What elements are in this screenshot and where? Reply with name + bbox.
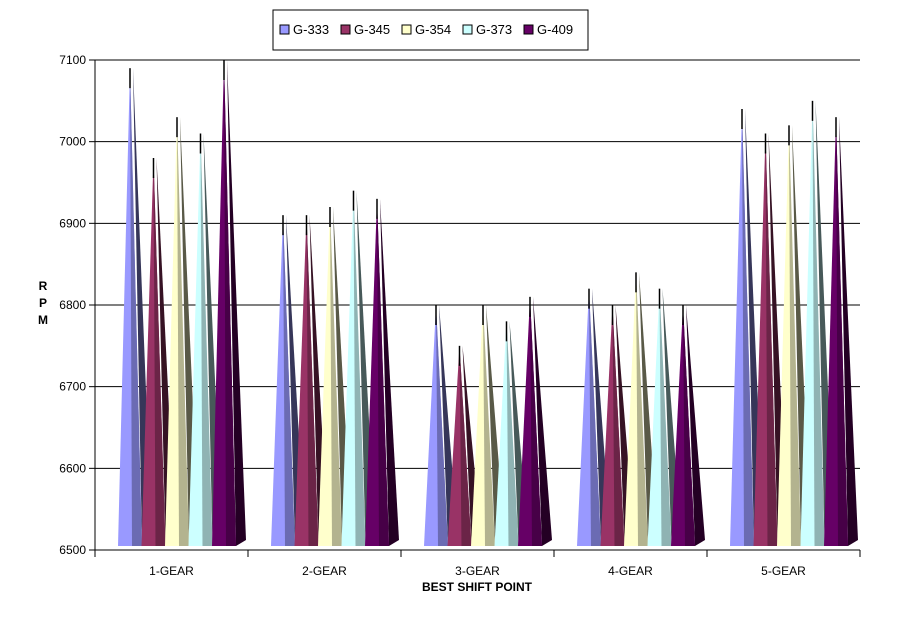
pyramid-bar [518, 296, 552, 546]
pyramid-shaded-face [353, 190, 366, 546]
axes: 6500 6600 6700 6800 6900 7000 7100 1-GEAR 2-GEAR… [59, 53, 861, 578]
y-tick-label: 6500 [59, 543, 86, 557]
y-tick-label: 7100 [59, 53, 86, 67]
pyramid-shaded-face [589, 288, 601, 546]
x-tick-label: 5-GEAR [761, 564, 806, 578]
pyramid-shaded-face [130, 68, 142, 547]
bars [118, 60, 858, 547]
y-tick-label: 7000 [59, 135, 86, 149]
pyramid-shaded-face [742, 109, 754, 546]
pyramid-shaded-face [330, 207, 342, 546]
y-tick-label: 6800 [59, 298, 86, 312]
pyramid-shaded-face [459, 345, 472, 546]
pyramid-bar [671, 305, 705, 546]
legend-label: G-373 [476, 22, 512, 37]
legend-swatch [340, 24, 351, 35]
pyramid-shaded-face [436, 305, 448, 546]
pyramid-shaded-face [200, 133, 213, 546]
pyramid-shaded-face [765, 133, 778, 546]
pyramid-shaded-face [506, 321, 519, 546]
pyramid-side-face [380, 198, 399, 547]
pyramid-bar [212, 60, 246, 546]
pyramid-side-face [839, 117, 858, 547]
legend-swatch [279, 24, 290, 35]
legend-label: G-354 [415, 22, 451, 37]
pyramid-shaded-face [683, 305, 695, 546]
pyramid-shaded-face [530, 296, 542, 546]
legend-label: G-345 [354, 22, 390, 37]
y-axis-label-p: P [39, 296, 47, 310]
pyramid-bar [365, 198, 399, 547]
legend-label: G-333 [293, 22, 329, 37]
pyramid-shaded-face [659, 288, 672, 546]
pyramid-shaded-face [812, 100, 825, 546]
pyramid-shaded-face [377, 198, 389, 547]
legend-swatch [523, 24, 534, 35]
legend-label: G-409 [537, 22, 573, 37]
x-tick-label: 1-GEAR [149, 564, 194, 578]
pyramid-side-face [533, 296, 552, 546]
pyramid-shaded-face [153, 158, 166, 546]
legend-box [272, 9, 589, 51]
y-tick-label: 6700 [59, 380, 86, 394]
pyramid-bar [730, 109, 764, 546]
pyramid-shaded-face [224, 60, 236, 546]
legend-swatch [401, 24, 412, 35]
pyramid-shaded-face [612, 305, 625, 546]
y-axis-label-m: M [38, 313, 48, 327]
pyramid-shaded-face [483, 305, 495, 546]
x-axis-title: BEST SHIFT POINT [422, 580, 533, 594]
pyramid-shaded-face [836, 117, 848, 547]
pyramid-side-face [227, 60, 246, 546]
pyramid-shaded-face [177, 117, 189, 547]
x-tick-label: 4-GEAR [608, 564, 653, 578]
pyramid-bar [318, 207, 352, 546]
pyramid-shaded-face [306, 215, 319, 546]
x-tick-label: 2-GEAR [302, 564, 347, 578]
y-tick-label: 6600 [59, 461, 86, 475]
y-axis-label-r: R [39, 279, 48, 293]
legend: G-333 G-345 G-354 G-373 G-409 [272, 9, 589, 51]
y-tick-label: 6900 [59, 216, 86, 230]
legend-swatch [462, 24, 473, 35]
pyramid-bar [824, 117, 858, 547]
x-tick-label: 3-GEAR [455, 564, 500, 578]
pyramid-shaded-face [283, 215, 295, 546]
pyramid-side-face [686, 305, 705, 546]
pyramid-shaded-face [789, 125, 801, 546]
pyramid-shaded-face [636, 272, 648, 546]
